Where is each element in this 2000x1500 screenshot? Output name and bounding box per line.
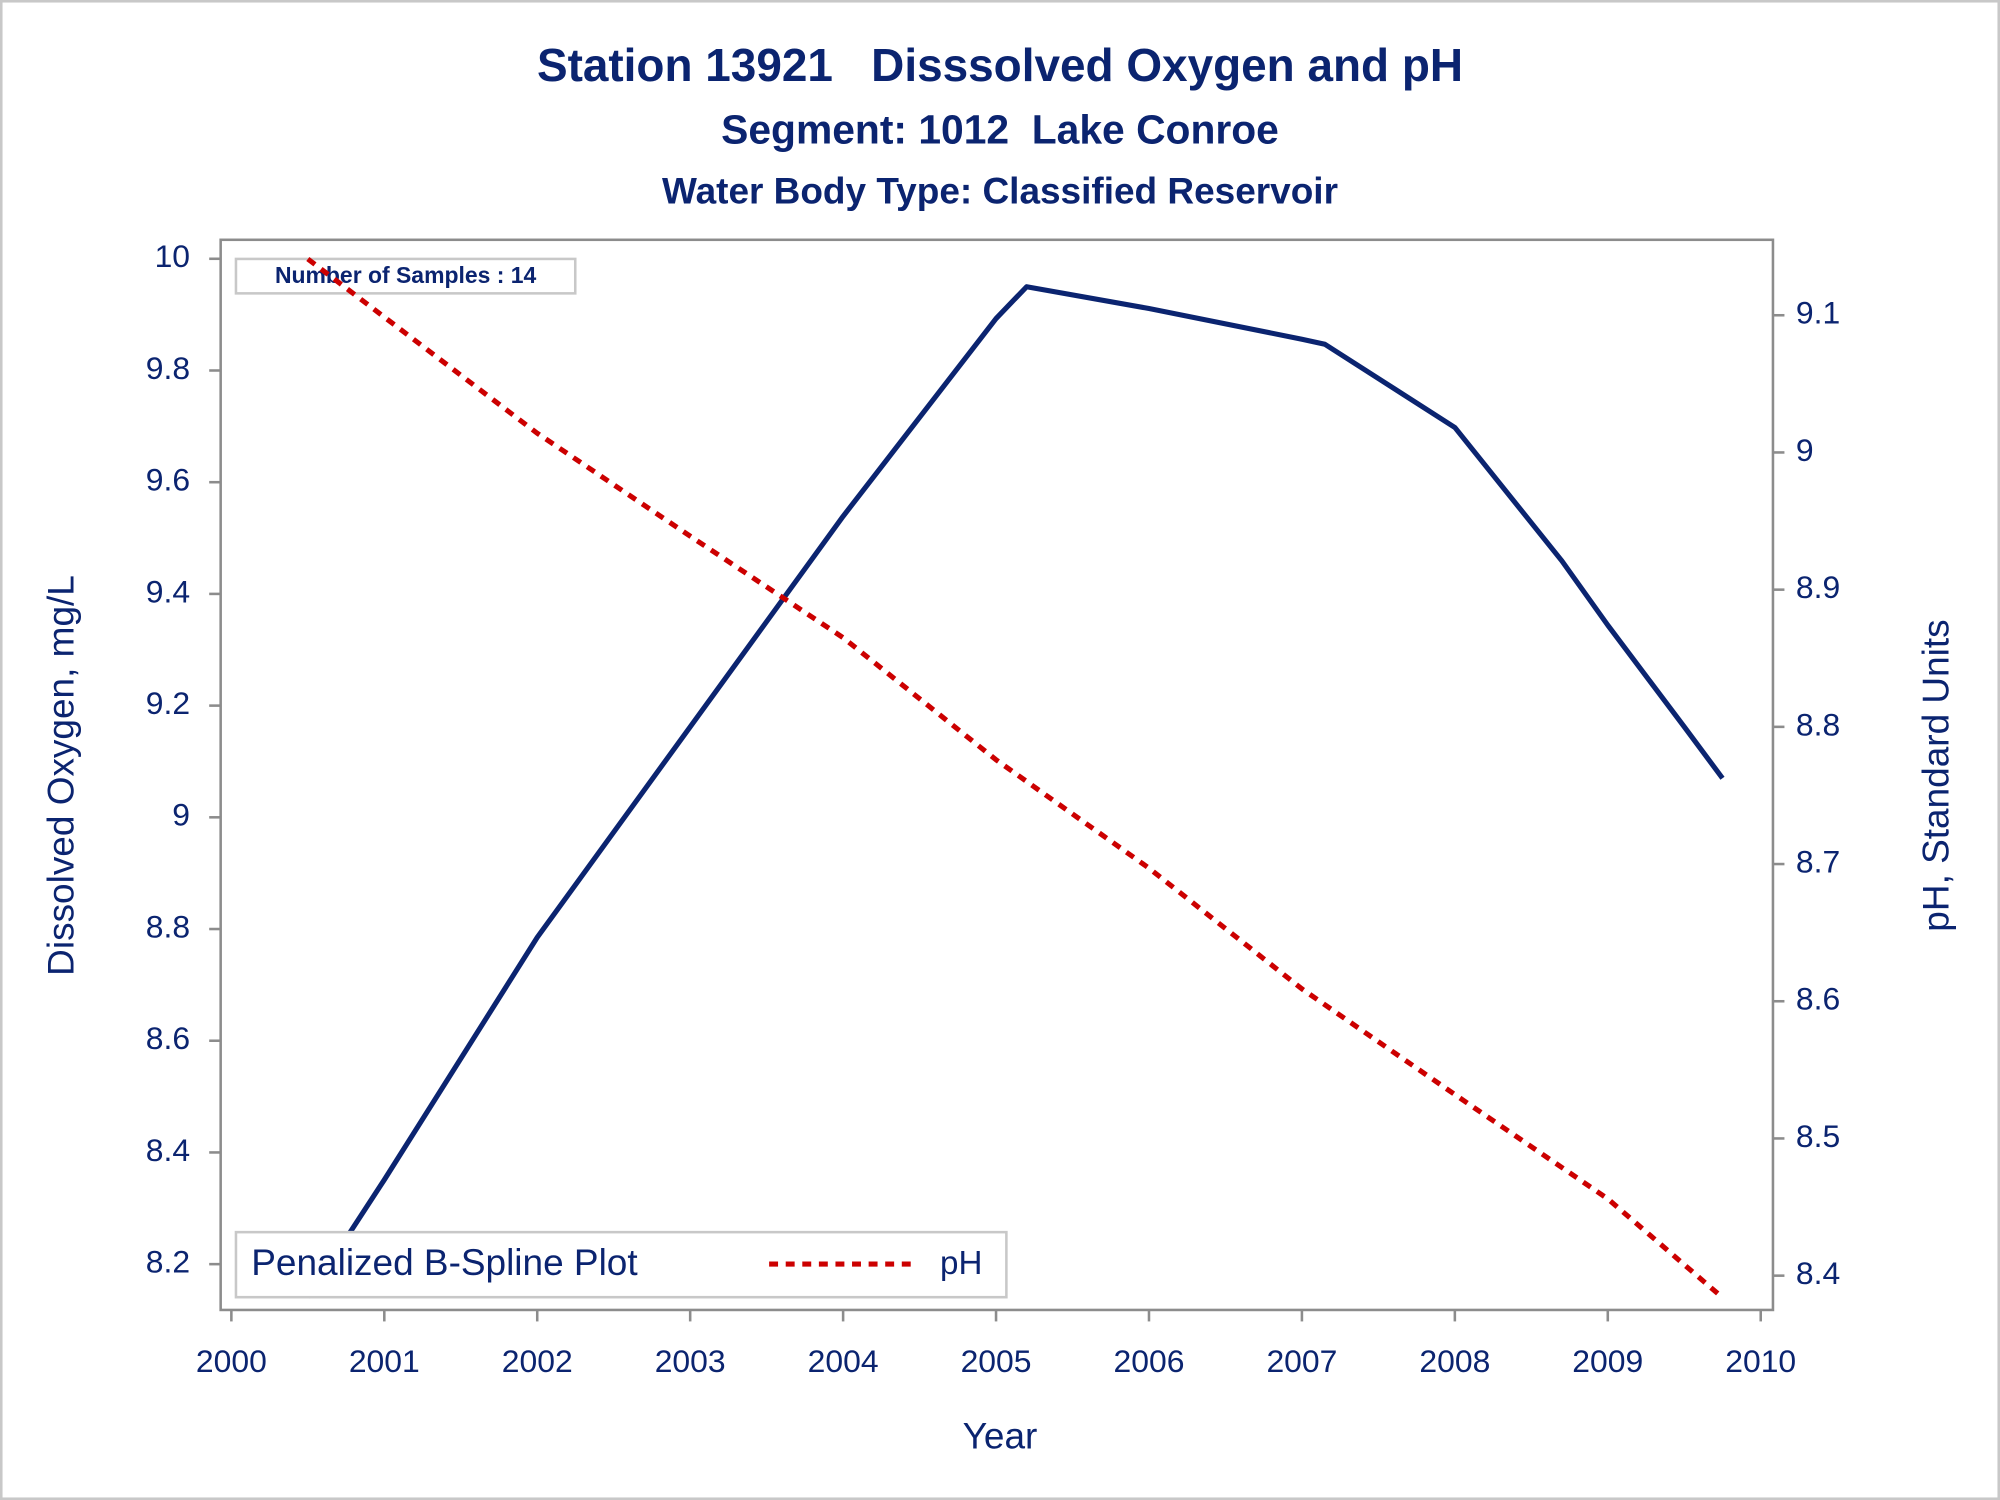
y-tick-label: 8.6 (146, 1020, 190, 1056)
x-tick-label: 2004 (808, 1343, 879, 1379)
chart-subtitle: Segment: 1012 Lake Conroe (721, 106, 1279, 152)
y-tick-label: 9 (172, 797, 190, 833)
line-series (305, 284, 1725, 1299)
y2-tick-label: 8.9 (1796, 569, 1840, 605)
y2-tick-label: 9 (1796, 432, 1814, 468)
y-tick-label: 9.2 (146, 685, 190, 721)
x-axis-label: Year (963, 1416, 1038, 1457)
x-tick-label: 2010 (1725, 1343, 1796, 1379)
y-tick-label: 8.8 (146, 908, 190, 944)
x-tick-label: 2008 (1419, 1343, 1490, 1379)
chart-subtitle: Water Body Type: Classified Reservoir (662, 171, 1338, 212)
y2-tick-label: 8.4 (1796, 1255, 1840, 1291)
x-tick-label: 2007 (1266, 1343, 1337, 1379)
y-tick-label: 8.4 (146, 1132, 190, 1168)
y-tick-label: 8.2 (146, 1244, 190, 1280)
marks (305, 256, 1725, 1300)
y2-tick-label: 8.6 (1796, 981, 1840, 1017)
x-tick-label: 2003 (655, 1343, 726, 1379)
annotation-box (234, 257, 577, 295)
line-series (306, 256, 1725, 1300)
y2-tick-label: 9.1 (1796, 295, 1840, 331)
y-tick-label: 9.4 (146, 573, 190, 609)
legend-label: pH (940, 1245, 982, 1282)
y-tick-label: 10 (155, 238, 190, 274)
y2-axis-label: pH, Standard Units (1916, 619, 1957, 931)
x-tick-label: 2000 (196, 1343, 267, 1379)
y2-tick-label: 8.5 (1796, 1118, 1840, 1154)
annotation: Number of Samples : 14 (275, 262, 537, 288)
x-tick-label: 2006 (1114, 1343, 1185, 1379)
legend-title: Penalized B-Spline Plot (251, 1242, 637, 1283)
y-tick-label: 9.6 (146, 462, 190, 498)
y-axis-label: Dissolved Oxygen, mg/L (41, 575, 82, 976)
x-tick-label: 2001 (349, 1343, 420, 1379)
chart-title: Station 13921 Disssolved Oxygen and pH (537, 39, 1463, 91)
y2-tick-label: 8.8 (1796, 706, 1840, 742)
y2-tick-label: 8.7 (1796, 843, 1840, 879)
y-tick-label: 9.8 (146, 350, 190, 386)
legend: pH (769, 1245, 982, 1282)
x-tick-label: 2005 (961, 1343, 1032, 1379)
legend-box (234, 1230, 1008, 1299)
x-tick-label: 2002 (502, 1343, 573, 1379)
x-tick-label: 2009 (1572, 1343, 1643, 1379)
